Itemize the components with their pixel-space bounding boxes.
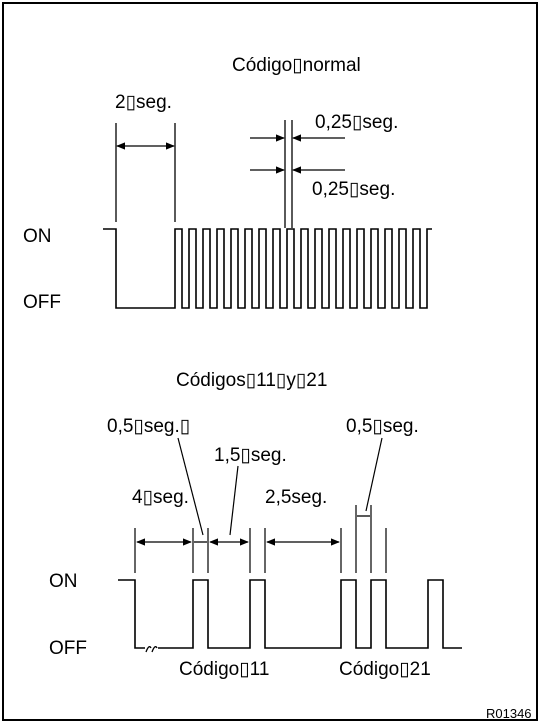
code-21-label: Código▯21	[339, 659, 431, 680]
normal-on-label: ON	[23, 226, 52, 247]
dimension-arrows-codes	[136, 515, 370, 546]
label-25-seg: 2,5seg.	[265, 487, 327, 508]
label-2-seg: 2▯seg.	[115, 92, 172, 113]
label-05-seg-left: 0,5▯seg.▯	[107, 416, 190, 437]
code-11-label: Código▯11	[179, 659, 269, 680]
leader-lines	[177, 437, 383, 536]
label-4-seg: 4▯seg.	[132, 487, 189, 508]
codes-waveform-main	[158, 579, 462, 649]
codes-off-label: OFF	[49, 638, 87, 659]
label-15-seg: 1,5▯seg.	[214, 445, 287, 466]
label-025-seg-bottom: 0,25▯seg.	[312, 179, 395, 200]
normal-code-title: Código▯normal	[232, 55, 361, 76]
codes-title: Códigos▯11▯y▯21	[176, 370, 327, 391]
dimension-025-seg	[250, 120, 345, 228]
normal-off-label: OFF	[23, 292, 61, 313]
normal-waveform	[103, 228, 432, 309]
extension-lines	[134, 505, 387, 573]
label-025-seg-top: 0,25▯seg.	[315, 112, 398, 133]
dimension-2-seg	[115, 123, 176, 222]
codes-on-label: ON	[49, 571, 78, 592]
label-05-seg-right: 0,5▯seg.	[346, 416, 419, 437]
diagram-reference-id: R01346	[486, 706, 532, 721]
codes-waveform	[118, 579, 145, 649]
break-symbol	[145, 646, 158, 653]
